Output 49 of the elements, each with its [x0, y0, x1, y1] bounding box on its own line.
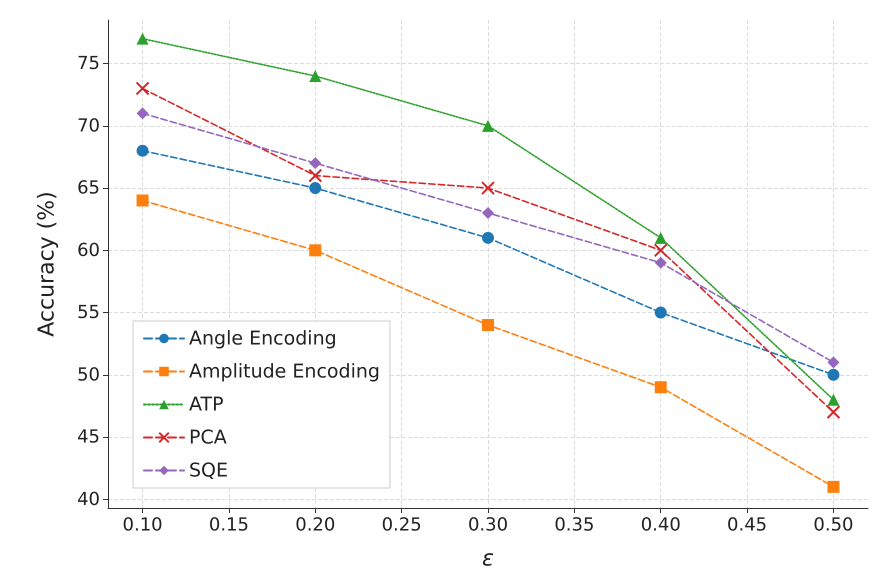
x-tick-label: 0.45: [727, 514, 768, 536]
x-tick-label: 0.35: [554, 514, 594, 536]
point: [482, 232, 494, 244]
legend-label: SQE: [189, 460, 228, 482]
point: [309, 70, 322, 82]
y-tick-label: 50: [77, 364, 100, 386]
x-tick-label: 0.15: [208, 514, 249, 536]
x-tick-label: 0.20: [295, 514, 336, 536]
point: [654, 232, 667, 244]
y-tick-label: 45: [77, 426, 100, 448]
point: [482, 120, 494, 132]
point: [136, 32, 149, 45]
y-tick-label: 75: [77, 53, 100, 74]
x-tick-label: 0.30: [468, 514, 508, 536]
y-tick-label: 40: [77, 488, 100, 510]
point: [481, 181, 495, 196]
point: [309, 182, 322, 194]
point: [136, 194, 149, 207]
point: [136, 144, 149, 157]
point: [827, 480, 840, 493]
x-tick-label: 0.10: [122, 514, 163, 536]
legend-label: Amplitude Encoding: [189, 360, 380, 382]
point: [827, 394, 840, 406]
x-axis-title: ε: [482, 546, 494, 572]
point: [826, 405, 840, 420]
y-axis-title: Accuracy (%): [34, 191, 60, 337]
point: [136, 81, 150, 96]
point: [136, 107, 149, 120]
point: [827, 368, 840, 381]
point: [654, 381, 667, 394]
x-tick-label: 0.50: [813, 514, 854, 536]
point: [482, 319, 494, 331]
point: [654, 306, 667, 319]
x-tick-label: 0.25: [382, 514, 422, 536]
point: [654, 256, 667, 269]
y-tick-label: 65: [77, 178, 100, 199]
x-tick-label: 0.40: [640, 514, 681, 536]
legend-label: Angle Encoding: [189, 328, 337, 350]
y-tick-label: 70: [77, 115, 100, 136]
y-tick-label: 60: [77, 240, 100, 261]
point: [309, 157, 322, 170]
legend-label: PCA: [189, 426, 227, 448]
point: [309, 244, 322, 256]
point: [654, 243, 668, 258]
point: [308, 168, 322, 183]
point: [827, 356, 840, 368]
y-tick-label: 55: [77, 302, 100, 324]
legend-label: ATP: [189, 394, 224, 416]
point: [482, 206, 494, 219]
